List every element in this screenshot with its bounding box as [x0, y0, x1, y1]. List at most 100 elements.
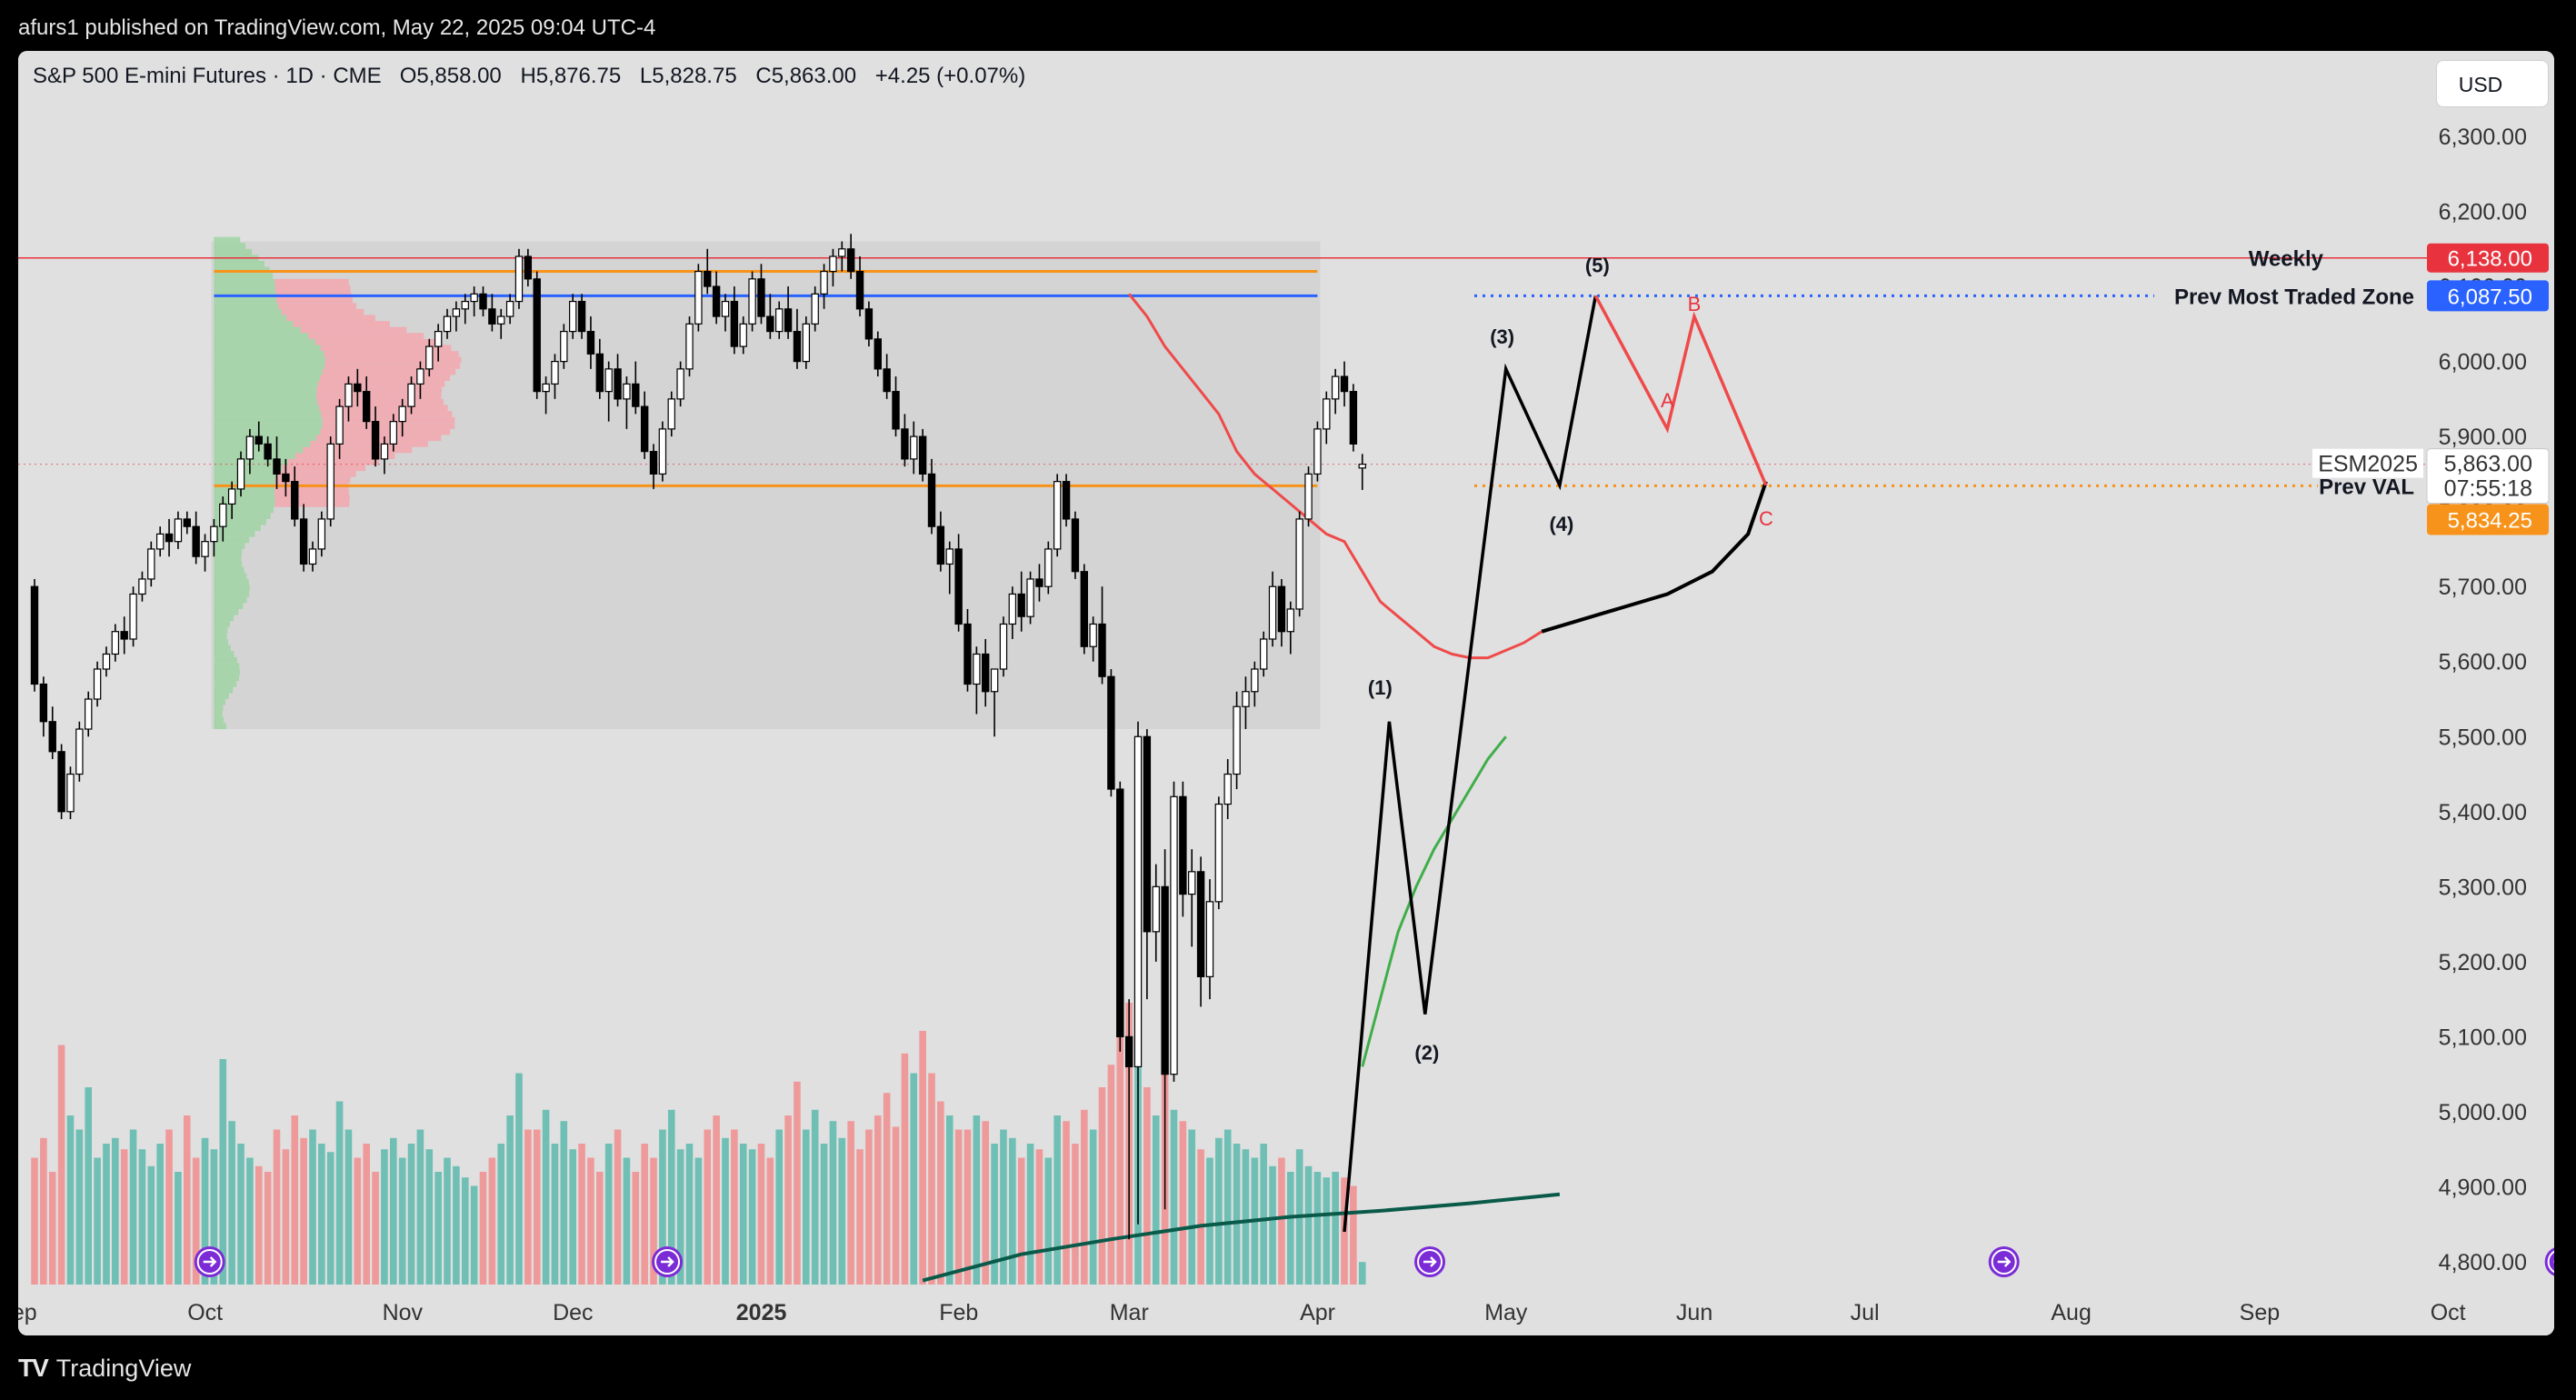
candle-body	[1296, 519, 1303, 609]
volume-bar	[614, 1130, 622, 1285]
volume-profile-bar	[214, 375, 320, 381]
volume-bar	[148, 1166, 155, 1285]
candle-body	[704, 272, 711, 287]
candle-body	[1215, 805, 1222, 902]
candle	[76, 722, 83, 782]
candle-body	[1009, 594, 1015, 624]
volume-profile-bar	[214, 675, 239, 682]
volume-profile-bar	[214, 531, 255, 537]
candle-body	[1224, 775, 1231, 805]
candle-body	[292, 482, 298, 519]
volume-bar	[497, 1144, 504, 1285]
volume-profile-bar	[214, 639, 228, 645]
candle-body	[265, 444, 271, 459]
candle-body	[327, 444, 334, 519]
volume-profile-bar	[214, 369, 323, 375]
candle-body	[283, 474, 289, 481]
volume-profile-bar	[214, 333, 308, 339]
volume-profile-bar	[214, 399, 317, 405]
volume-bar	[471, 1186, 478, 1285]
chart-panel[interactable]: Weekly Prev Most Traded Zone Prev VAL (1) (…	[18, 51, 2554, 1335]
volume-bar	[704, 1130, 711, 1285]
volume-profile-bar	[214, 363, 324, 369]
candle-body	[740, 324, 746, 346]
volume-bar	[165, 1130, 173, 1285]
volume-bar	[973, 1115, 981, 1285]
volume-profile-bar	[214, 711, 222, 717]
candle-body	[103, 654, 109, 669]
candle-body	[471, 294, 477, 301]
price-chart[interactable]: Weekly Prev Most Traded Zone Prev VAL (1) (…	[18, 51, 2554, 1335]
candle	[327, 436, 334, 526]
candle-body	[911, 436, 917, 459]
prev-val-price-tag-text: 5,834.25	[2448, 509, 2532, 534]
candle-body	[848, 249, 854, 272]
x-axis-tick-label: Aug	[2051, 1300, 2091, 1325]
candle-body	[1359, 465, 1365, 468]
volume-profile-bar	[214, 249, 252, 255]
volume-bar	[130, 1130, 137, 1285]
candle-body	[1000, 624, 1006, 669]
volume-profile-bar	[214, 423, 322, 429]
candle-body	[839, 249, 845, 256]
candle-body	[1063, 482, 1069, 519]
volume-bar	[893, 1126, 900, 1285]
candle	[955, 534, 962, 631]
candle-body	[237, 459, 244, 489]
candle-body	[650, 452, 656, 475]
volume-profile-bar	[214, 717, 224, 724]
volume-bar	[919, 1031, 926, 1285]
prev-val-label: Prev VAL	[2319, 475, 2414, 499]
volume-bar	[336, 1102, 344, 1285]
volume-profile-bar	[214, 357, 324, 364]
volume-profile-bar	[323, 369, 455, 375]
candle	[1081, 564, 1087, 654]
candle-body	[336, 406, 343, 444]
candle-body	[1126, 1036, 1133, 1066]
volume-bar	[596, 1172, 604, 1285]
volume-profile-bar	[214, 537, 249, 544]
y-axis-tick-label: 5,000.00	[2439, 1100, 2527, 1125]
volume-profile-bar	[278, 303, 356, 309]
volume-profile-bar	[214, 387, 316, 394]
volume-profile-bar	[301, 327, 407, 334]
candle-body	[865, 309, 872, 339]
candle-body	[893, 392, 899, 429]
candle-body	[444, 316, 450, 332]
volume-bar	[1090, 1130, 1097, 1285]
candle-body	[552, 362, 558, 385]
candle-body	[318, 519, 324, 549]
x-axis-tick-label: 2025	[736, 1300, 787, 1325]
candle-body	[776, 309, 783, 332]
candle-body	[193, 526, 199, 556]
volume-profile-bar	[295, 453, 394, 459]
volume-bar	[462, 1177, 469, 1285]
candle-body	[874, 339, 881, 369]
volume-profile-bar	[214, 315, 286, 321]
candle-body	[1072, 519, 1078, 572]
volume-bar	[265, 1172, 272, 1285]
y-axis-tick-label: 5,600.00	[2439, 650, 2527, 675]
volume-bar	[515, 1074, 523, 1285]
candle	[1117, 782, 1123, 1052]
candle	[1063, 474, 1069, 526]
volume-profile-bar	[214, 615, 234, 622]
candle	[686, 316, 693, 376]
currency-button[interactable]: USD	[2436, 60, 2549, 107]
candle-body	[821, 272, 827, 295]
volume-bar	[345, 1130, 353, 1285]
volume-bar	[865, 1130, 873, 1285]
candle-body	[686, 324, 693, 369]
candle-body	[1269, 586, 1275, 639]
volume-bar	[641, 1144, 648, 1285]
weekly-price-tag-text: 6,138.00	[2448, 247, 2532, 272]
candle-body	[408, 384, 414, 406]
volume-profile-bar	[282, 309, 364, 315]
candle-body	[76, 729, 83, 775]
volume-bar	[569, 1149, 576, 1285]
change-value: +4.25 (+0.07%)	[875, 64, 1025, 88]
volume-bar	[184, 1115, 191, 1285]
volume-bar	[1278, 1158, 1285, 1285]
symbol-legend: S&P 500 E-mini Futures · 1D · CME O5,858…	[33, 64, 1038, 89]
volume-profile-bar	[214, 579, 248, 585]
